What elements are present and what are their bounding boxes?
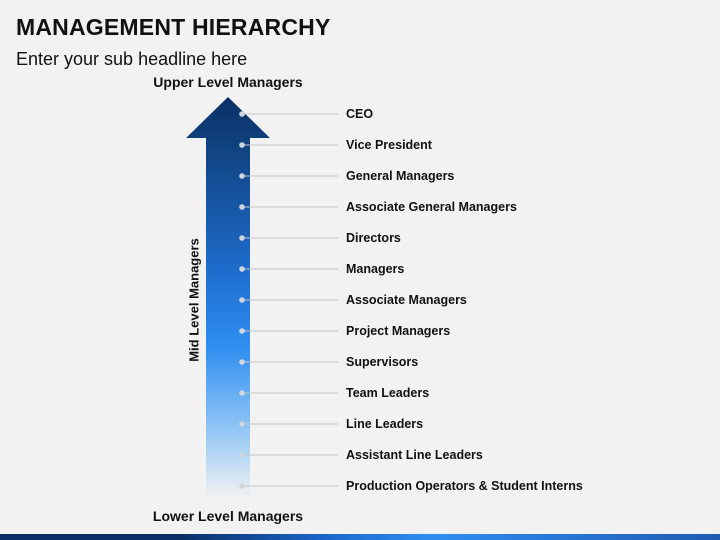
footer-bar bbox=[0, 534, 720, 540]
upper-level-label: Upper Level Managers bbox=[153, 74, 303, 90]
level-label: CEO bbox=[346, 107, 374, 121]
level-label: Vice President bbox=[346, 138, 432, 152]
level-label: Directors bbox=[346, 231, 401, 245]
level-label: Team Leaders bbox=[346, 386, 430, 400]
level-dot bbox=[239, 173, 245, 179]
level-label: Associate General Managers bbox=[346, 200, 517, 214]
level-dot bbox=[239, 266, 245, 272]
level-dot bbox=[239, 452, 245, 458]
page-title: MANAGEMENT HIERARCHY bbox=[16, 14, 331, 40]
level-dot bbox=[239, 359, 245, 365]
level-dot bbox=[239, 483, 245, 489]
level-label: General Managers bbox=[346, 169, 455, 183]
level-label: Supervisors bbox=[346, 355, 419, 369]
level-label: Line Leaders bbox=[346, 417, 424, 431]
level-label: Project Managers bbox=[346, 324, 451, 338]
level-dot bbox=[239, 421, 245, 427]
level-label: Associate Managers bbox=[346, 293, 467, 307]
level-dot bbox=[239, 297, 245, 303]
level-dot bbox=[239, 328, 245, 334]
level-dot bbox=[239, 390, 245, 396]
page-subtitle: Enter your sub headline here bbox=[16, 49, 248, 69]
level-label: Production Operators & Student Interns bbox=[346, 479, 583, 493]
connector-lines bbox=[239, 111, 338, 489]
level-label: Managers bbox=[346, 262, 405, 276]
level-dot bbox=[239, 111, 245, 117]
hierarchy-arrow bbox=[186, 97, 270, 498]
level-dot bbox=[239, 204, 245, 210]
level-dot bbox=[239, 142, 245, 148]
level-dot bbox=[239, 235, 245, 241]
lower-level-label: Lower Level Managers bbox=[152, 508, 304, 524]
level-label: Assistant Line Leaders bbox=[346, 448, 483, 462]
